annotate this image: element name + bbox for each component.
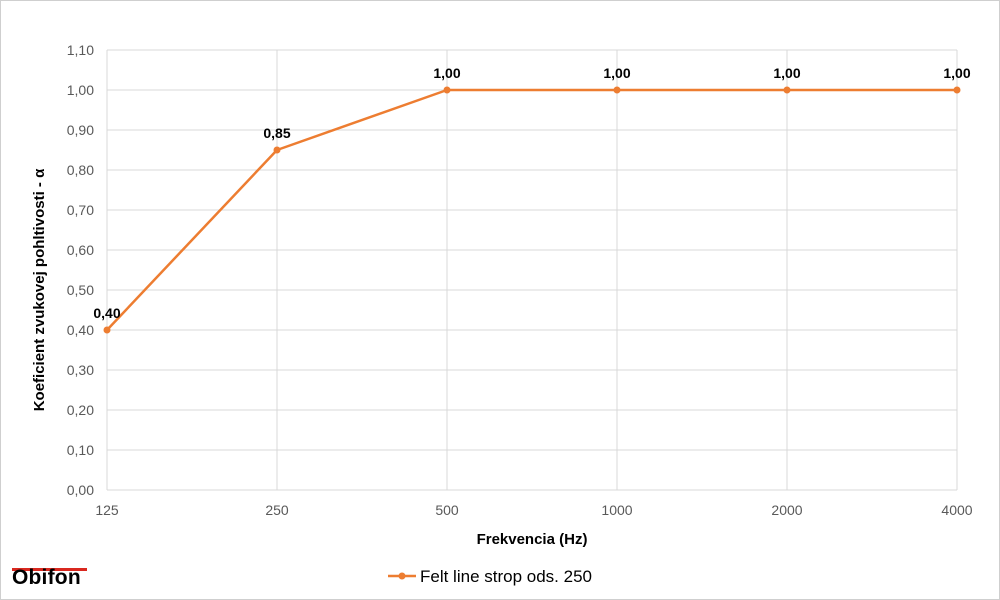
y-tick-label: 1,00 <box>67 82 94 98</box>
x-tick-label: 250 <box>265 502 289 518</box>
y-tick-label: 0,30 <box>67 362 94 378</box>
y-tick-label: 0,90 <box>67 122 94 138</box>
data-label: 1,00 <box>773 65 800 81</box>
x-tick-label: 500 <box>435 502 459 518</box>
obifon-logo: Obifon <box>12 566 81 589</box>
data-point <box>783 86 791 94</box>
series-line <box>106 88 957 331</box>
y-tick-label: 0,50 <box>67 282 94 298</box>
grid <box>106 49 958 491</box>
x-tick-label: 2000 <box>771 502 802 518</box>
y-tick-label: 0,40 <box>67 322 94 338</box>
y-tick-label: 1,10 <box>67 42 94 58</box>
legend-label: Felt line strop ods. 250 <box>420 567 592 586</box>
data-point <box>443 86 451 94</box>
y-tick-label: 0,00 <box>67 482 94 498</box>
data-point <box>103 326 111 334</box>
y-tick-label: 0,80 <box>67 162 94 178</box>
data-label: 0,85 <box>263 125 290 141</box>
y-tick-label: 0,20 <box>67 402 94 418</box>
data-point <box>273 146 281 154</box>
y-tick-labels: 0,00 0,10 0,20 0,30 0,40 0,50 0,60 0,70 0,80 0,90… <box>67 42 94 498</box>
data-labels: 0,40 0,85 1,00 1,00 1,00 1,00 <box>93 65 970 321</box>
x-tick-label: 4000 <box>941 502 972 518</box>
y-axis-title: Koeficient zvukovej pohltivosti - α <box>31 168 48 411</box>
data-point <box>613 86 621 94</box>
y-tick-label: 0,60 <box>67 242 94 258</box>
logo-accent-bar <box>12 568 87 571</box>
data-label: 0,40 <box>93 305 120 321</box>
x-tick-label: 125 <box>95 502 119 518</box>
y-tick-label: 0,70 <box>67 202 94 218</box>
legend: Felt line strop ods. 250 <box>388 567 592 586</box>
y-tick-label: 0,10 <box>67 442 94 458</box>
x-axis-title: Frekvencia (Hz) <box>477 531 588 548</box>
x-tick-label: 1000 <box>601 502 632 518</box>
series <box>103 86 961 334</box>
data-label: 1,00 <box>433 65 460 81</box>
x-tick-labels: 125 250 500 1000 2000 4000 <box>95 502 972 518</box>
legend-marker <box>398 572 406 580</box>
data-point <box>953 86 961 94</box>
data-label: 1,00 <box>603 65 630 81</box>
data-label: 1,00 <box>943 65 970 81</box>
